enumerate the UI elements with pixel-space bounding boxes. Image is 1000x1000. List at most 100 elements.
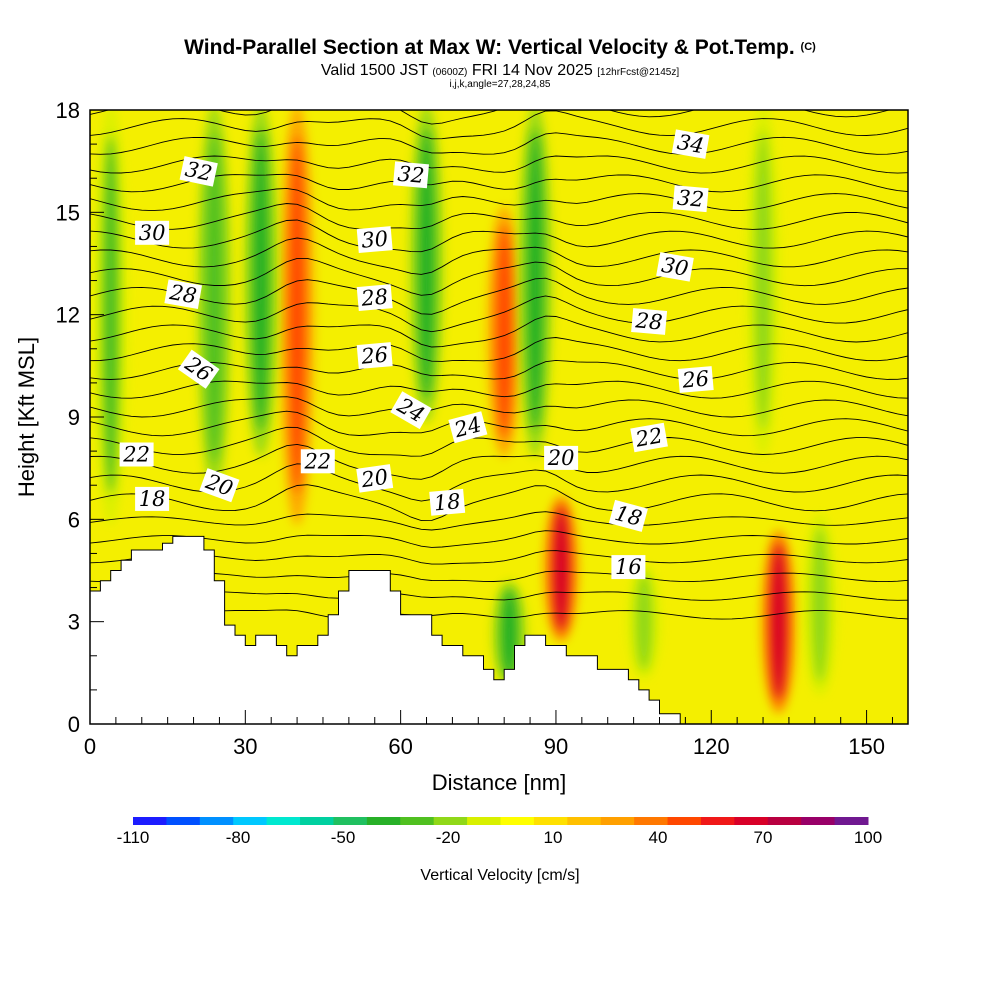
velocity-feature-core (501, 589, 518, 678)
contour-label: 32 (672, 185, 709, 213)
colorbar-swatch (634, 817, 669, 825)
chart-title-mark: (C) (800, 41, 816, 53)
y-tick-label: 12 (56, 303, 80, 328)
contour-label-text: 32 (183, 157, 214, 186)
colorbar-swatch (133, 817, 167, 825)
theta-contour-line (90, 511, 908, 531)
velocity-feature-core (635, 573, 652, 671)
colorbar-swatch (734, 817, 769, 825)
y-tick-label: 18 (56, 98, 80, 123)
colorbar-swatch (567, 817, 602, 825)
velocity-feature-core (496, 225, 513, 439)
colorbar-tick-label: 100 (854, 828, 882, 847)
contour-label: 26 (677, 366, 714, 393)
subtitle-date: FRI 14 Nov 2025 (471, 62, 593, 79)
theta-contour-line (90, 187, 908, 212)
theta-contour-line (90, 530, 908, 548)
theta-contour-line (90, 219, 908, 253)
contour-label-text: 32 (397, 162, 426, 188)
contour-label: 16 (611, 555, 646, 580)
colorbar-swatch (500, 817, 535, 825)
contour-label-box (356, 342, 393, 370)
contour-label-box (135, 220, 170, 245)
contour-label: 30 (135, 220, 170, 245)
theta-contour-line (90, 110, 908, 140)
x-tick-label: 0 (84, 734, 96, 759)
contour-label-box (119, 442, 154, 467)
velocity-feature-core (811, 527, 828, 683)
theta-contour-line (90, 315, 908, 348)
contour-label-text: 26 (359, 342, 389, 368)
contour-label-box (356, 464, 394, 493)
velocity-feature-core (770, 544, 787, 700)
contour-label-box (544, 445, 579, 470)
x-axis-label: Distance [nm] (432, 770, 567, 795)
contour-label-text: 20 (547, 446, 575, 470)
contour-label-box (630, 422, 668, 453)
velocity-feature-core (553, 507, 570, 631)
colorbar-swatch (801, 817, 836, 825)
contour-label-text: 28 (359, 284, 389, 310)
contour-label-text: 20 (359, 465, 390, 493)
colorbar-swatch (433, 817, 468, 825)
x-axis: 0 30 60 90 120 150 (84, 710, 893, 759)
contour-label-text: 16 (615, 555, 642, 579)
colorbar-swatch (533, 817, 568, 825)
contour-label: 34 (671, 129, 710, 159)
colorbar-swatch (266, 817, 301, 825)
subtitle-indices: i,j,k,angle=27,28,24,85 (449, 79, 551, 90)
contour-label-text: 22 (633, 423, 664, 451)
contour-label: 28 (164, 279, 203, 309)
x-tick-label: 60 (388, 734, 412, 759)
contour-label-box (631, 308, 668, 335)
theta-contour-line (90, 484, 908, 522)
contour-label: 30 (356, 226, 393, 254)
chart-title-text: Wind-Parallel Section at Max W: Vertical… (184, 36, 795, 59)
theta-contour-line (90, 173, 908, 193)
subtitle-valid: Valid 1500 JST (320, 62, 428, 79)
contour-label-box (199, 468, 240, 503)
theta-contour-line (90, 132, 908, 155)
contour-label-text: 30 (360, 226, 389, 252)
contour-label-text: 22 (303, 449, 331, 473)
y-axis: 0 3 6 9 12 15 18 (56, 98, 104, 737)
theta-contour-line (90, 380, 908, 399)
colorbar-swatch (300, 817, 334, 825)
contour-label-text: 22 (122, 443, 150, 467)
terrain (90, 535, 681, 724)
x-tick-label: 150 (848, 734, 885, 759)
colorbar-swatch (400, 817, 435, 825)
contour-label-text: 26 (680, 366, 710, 392)
contour-label-text: 18 (139, 487, 166, 511)
velocity-feature-core (102, 135, 119, 494)
contour-label-box (390, 391, 432, 430)
contour-label: 22 (119, 442, 154, 467)
colorbar-swatch (366, 817, 401, 825)
x-tick-label: 90 (544, 734, 568, 759)
colorbar-tick-label: -20 (436, 828, 461, 847)
contour-label-text: 30 (660, 253, 690, 281)
contour-label-box (179, 156, 218, 187)
contour-label-text: 30 (139, 221, 166, 245)
colorbar-swatch (667, 817, 702, 825)
contour-label-text: 28 (167, 280, 198, 308)
y-tick-label: 9 (68, 405, 80, 430)
colorbar-swatch (333, 817, 368, 825)
y-tick-label: 6 (68, 507, 80, 532)
y-tick-label: 0 (68, 712, 80, 737)
contour-label-box (300, 449, 335, 474)
contour-label-box (393, 161, 429, 189)
contour-label: 20 (356, 464, 394, 493)
contour-label: 32 (393, 161, 429, 189)
colorbar-swatch (166, 817, 201, 825)
colorbar-swatch (233, 817, 268, 825)
velocity-feature-core (289, 135, 306, 494)
contour-label: 18 (429, 488, 466, 516)
contour-label-box (448, 411, 488, 444)
contour-label-box (135, 486, 170, 511)
colorbar-swatch (700, 817, 735, 825)
theta-contour-line (90, 337, 908, 362)
colorbar-swatch (199, 817, 234, 825)
